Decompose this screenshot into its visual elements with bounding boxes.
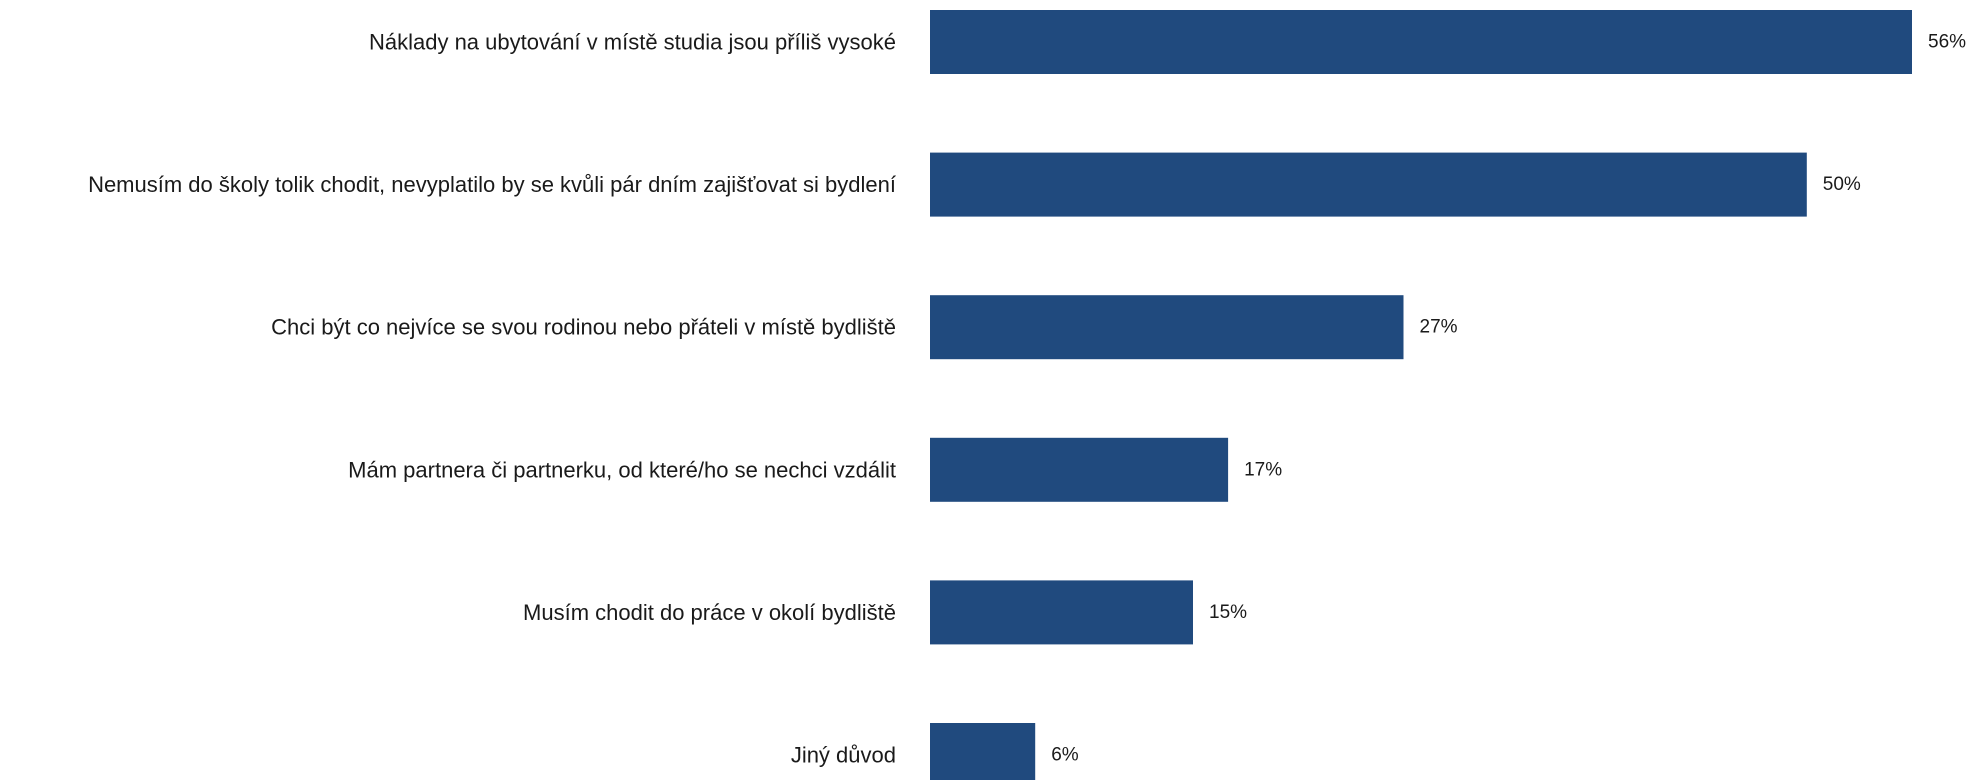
value-label-1: 56% xyxy=(1928,32,1966,53)
bar-3 xyxy=(930,295,1404,360)
category-label-6: Jiný důvod xyxy=(791,743,896,768)
bar-5 xyxy=(930,580,1193,645)
value-label-2: 50% xyxy=(1823,174,1861,195)
value-label-3: 27% xyxy=(1420,317,1458,338)
bars-group xyxy=(930,10,1912,780)
bar-2 xyxy=(930,152,1807,217)
category-label-1: Náklady na ubytování v místě studia jsou… xyxy=(369,30,896,55)
category-label-3: Chci být co nejvíce se svou rodinou nebo… xyxy=(271,315,896,340)
category-label-2: Nemusím do školy tolik chodit, nevyplati… xyxy=(88,172,896,197)
category-label-4: Mám partnera či partnerku, od které/ho s… xyxy=(348,457,896,482)
category-labels-group: Náklady na ubytování v místě studia jsou… xyxy=(88,30,896,768)
category-label-5: Musím chodit do práce v okolí bydliště xyxy=(523,600,896,625)
value-label-6: 6% xyxy=(1051,745,1079,766)
value-labels-group: 56% 50% 27% 17% 15% 6% xyxy=(1051,32,1966,766)
bar-6 xyxy=(930,723,1036,780)
bar-1 xyxy=(930,10,1912,74)
value-label-5: 15% xyxy=(1209,602,1247,623)
bar-4 xyxy=(930,437,1229,502)
value-label-4: 17% xyxy=(1244,459,1282,480)
